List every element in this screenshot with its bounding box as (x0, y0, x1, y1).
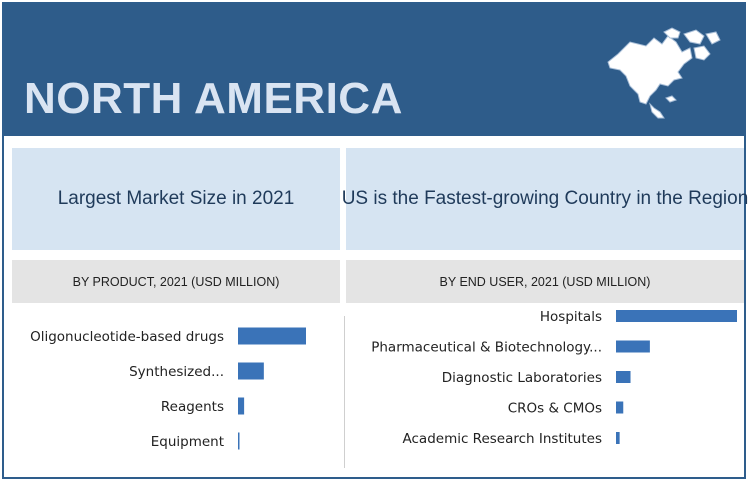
category-label: Oligonucleotide-based drugs (30, 329, 224, 345)
product-bar-chart: Oligonucleotide-based drugs Synthesized..… (30, 327, 306, 450)
panel-divider (344, 316, 345, 468)
right-panel-subheading: BY END USER, 2021 (USD MILLION) (346, 260, 744, 303)
left-panel-heading: Largest Market Size in 2021 (12, 148, 340, 250)
category-label: Equipment (151, 434, 224, 450)
bar (616, 371, 631, 383)
category-label: Synthesized... (129, 364, 224, 380)
header-banner: NORTH AMERICA (4, 4, 746, 136)
category-label: CROs & CMOs (508, 401, 602, 417)
left-panel-subheading: BY PRODUCT, 2021 (USD MILLION) (12, 260, 340, 303)
right-panel-heading: US is the Fastest-growing Country in the… (342, 148, 748, 250)
page-title: NORTH AMERICA (24, 74, 403, 123)
end-user-bar-chart: Hospitals Pharmaceutical & Biotechnology.… (371, 309, 737, 447)
bar (238, 432, 240, 450)
category-label: Hospitals (540, 309, 602, 325)
bar (616, 401, 624, 414)
bar (238, 397, 245, 415)
category-label: Diagnostic Laboratories (442, 370, 602, 386)
category-label: Pharmaceutical & Biotechnology... (371, 340, 602, 356)
category-label: Reagents (161, 399, 224, 415)
bar (238, 362, 264, 380)
bar (616, 432, 620, 444)
category-label: Academic Research Institutes (403, 431, 603, 447)
bar (616, 340, 650, 353)
bar (616, 310, 737, 322)
bar (238, 327, 306, 345)
north-america-map-icon (607, 27, 721, 119)
